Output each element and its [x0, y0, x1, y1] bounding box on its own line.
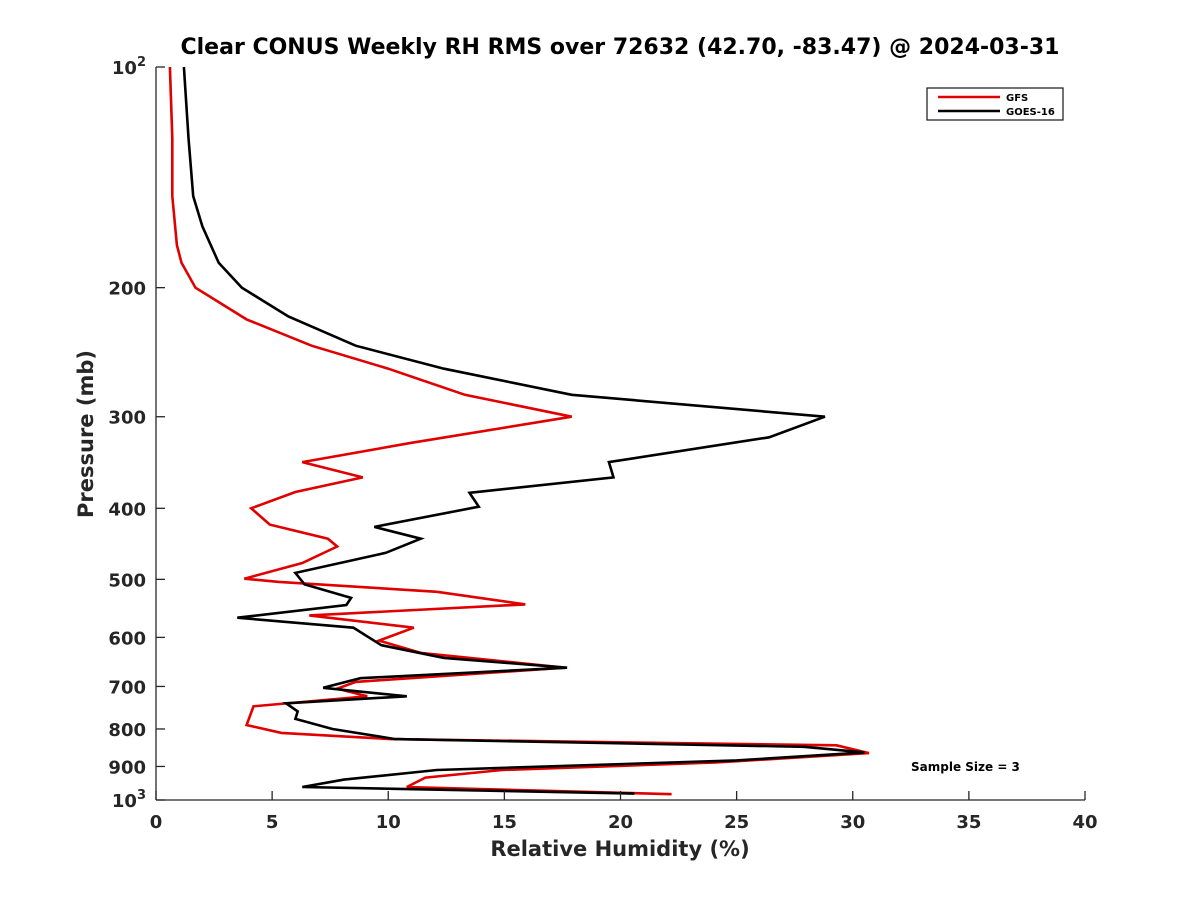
y-tick-label: 600: [108, 628, 146, 649]
x-axis-label: Relative Humidity (%): [490, 837, 749, 861]
y-tick-label: 300: [108, 408, 146, 429]
legend-label-goes16: GOES-16: [1006, 107, 1055, 118]
y-tick-label: 500: [108, 570, 146, 591]
series-layer: [168, 66, 870, 796]
x-tick-label: 20: [608, 812, 633, 833]
sample-size-annotation: Sample Size = 3: [911, 760, 1020, 774]
legend-label-gfs: GFS: [1006, 93, 1028, 104]
x-tick-label: 0: [150, 812, 163, 833]
y-tick-label: 103: [112, 788, 146, 812]
y-tick-label: 700: [108, 677, 146, 698]
y-tick-label: 900: [108, 757, 146, 778]
x-tick-label: 5: [266, 812, 279, 833]
x-tick-label: 25: [724, 812, 749, 833]
legend-box: [926, 87, 1064, 121]
x-tick-label: 10: [376, 812, 401, 833]
legend: GFS GOES-16: [926, 87, 1064, 121]
x-tick-label: 35: [956, 812, 981, 833]
chart-title: Clear CONUS Weekly RH RMS over 72632 (42…: [181, 35, 1060, 60]
series-line-goes16: [182, 66, 865, 795]
y-axis-label: Pressure (mb): [74, 350, 98, 518]
y-tick-label: 400: [108, 499, 146, 520]
x-tick-label: 40: [1072, 812, 1097, 833]
plot-area: [156, 67, 1085, 800]
x-tick-label: 15: [492, 812, 517, 833]
y-tick-label: 102: [112, 55, 146, 79]
x-tick-label: 30: [840, 812, 865, 833]
y-tick-label: 200: [108, 279, 146, 300]
x-ticks: 0 5 10 15 20 25 30 35 40: [150, 791, 1098, 833]
y-ticks: 102 200 300 400 500 600 700 800 900 103: [108, 55, 165, 812]
y-tick-label: 800: [108, 720, 146, 741]
